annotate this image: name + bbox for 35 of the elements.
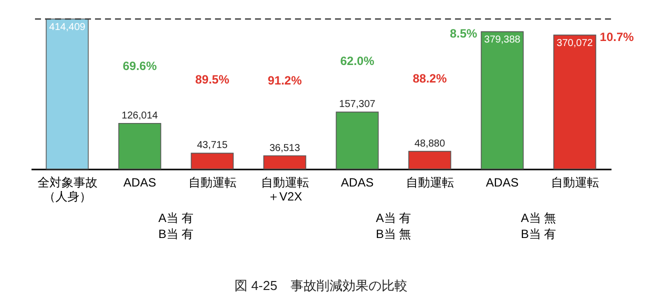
data-label: 370,072 [556, 38, 594, 50]
bar [553, 34, 596, 170]
x-tick-label: 自動運転＋V2X [260, 176, 309, 204]
bar [46, 18, 89, 170]
x-tick-label: 自動運転 [188, 176, 236, 190]
text: 図 4-25 事故削減効果の比較 [234, 278, 408, 293]
annotation: 88.2% [412, 72, 448, 86]
bar [336, 112, 379, 170]
annotation: 62.0% [340, 54, 375, 68]
data-label: 126,014 [122, 110, 158, 122]
bar [118, 122, 162, 170]
data-label: 36,513 [269, 142, 300, 154]
x-tick-label: 自動運転 [550, 176, 599, 190]
annotation: 10.7% [600, 30, 634, 44]
data-label: 379,388 [484, 34, 521, 46]
annotation: 8.5% [450, 26, 478, 41]
bar [408, 150, 452, 170]
bar [190, 152, 234, 170]
data-label: 157,307 [339, 99, 376, 110]
text: A当 有 B当 無 [376, 211, 412, 241]
data-label: 48,880 [414, 138, 446, 150]
annotation: 89.5% [195, 72, 230, 86]
bar [480, 31, 524, 170]
annotation: 91.2% [268, 74, 302, 88]
annotation: 69.6% [122, 58, 158, 73]
data-label: 414,409 [49, 22, 86, 33]
bar [263, 155, 306, 170]
x-tick-label: ADAS [486, 176, 519, 190]
x-tick-label: ADAS [340, 176, 374, 190]
text: A当 有 B当 有 [158, 211, 194, 241]
x-tick-label: 自動運転 [406, 176, 454, 190]
text: A当 無 B当 有 [520, 211, 556, 241]
x-tick-label: ADAS [123, 176, 156, 190]
data-label: 43,715 [196, 140, 228, 152]
x-tick-label: 全対象事故（人身） [37, 176, 98, 204]
